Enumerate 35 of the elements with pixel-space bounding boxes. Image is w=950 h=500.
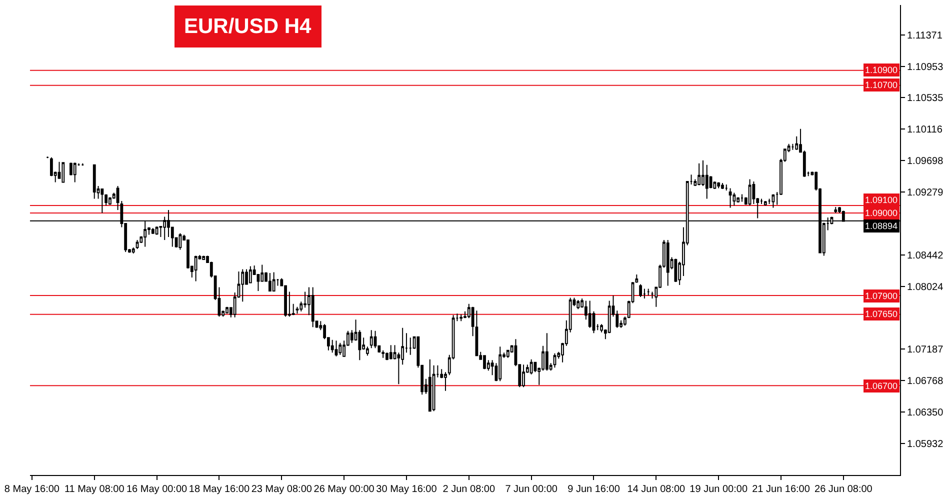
x-tick-label: 19 Jun 00:00 [690,484,748,495]
y-tick-label: 1.05932 [907,438,944,450]
y-tick-label: 1.07187 [907,344,944,356]
x-tick-label: 7 Jun 00:00 [505,484,558,495]
x-tick-label: 9 Jun 16:00 [568,484,620,495]
y-tick-label: 1.06350 [907,407,944,418]
y-tick-label: 1.10953 [907,62,944,73]
ref-line-label: 1.06700 [865,381,898,391]
ref-line-label: 1.07900 [865,291,898,301]
y-tick-label: 1.09698 [907,156,944,168]
y-tick-label: 1.08024 [907,282,944,293]
y-tick-label: 1.08442 [907,250,944,262]
y-tick-label: 1.09279 [907,188,944,199]
y-tick-label: 1.06768 [907,376,944,388]
ref-line-label: 1.08894 [865,221,898,231]
x-tick-label: 14 Jun 08:00 [627,484,686,495]
x-tick-label: 23 May 08:00 [251,484,312,495]
y-tick-label: 1.10535 [907,93,944,104]
ref-line-label: 1.10900 [865,65,898,75]
x-tick-label: 30 May 16:00 [376,484,438,495]
ref-line-label: 1.09100 [865,195,898,205]
x-tick-label: 26 Jun 08:00 [814,484,873,495]
x-tick-label: 11 May 08:00 [64,484,125,495]
x-tick-label: 16 May 00:00 [126,484,188,495]
x-tick-label: 26 May 00:00 [314,484,375,495]
ref-line-label: 1.07650 [865,309,898,319]
x-tick-label: 21 Jun 16:00 [752,484,810,495]
x-tick-label: 18 May 16:00 [188,484,250,495]
x-tick-label: 2 Jun 08:00 [442,484,496,495]
text: EUR/USD H4 [184,15,312,38]
ref-line-label: 1.09000 [865,208,898,218]
y-tick-label: 1.10116 [907,124,943,136]
x-tick-label: 8 May 16:00 [4,484,60,495]
y-tick-label: 1.11371 [907,30,943,42]
ref-line-label: 1.10700 [865,80,898,90]
